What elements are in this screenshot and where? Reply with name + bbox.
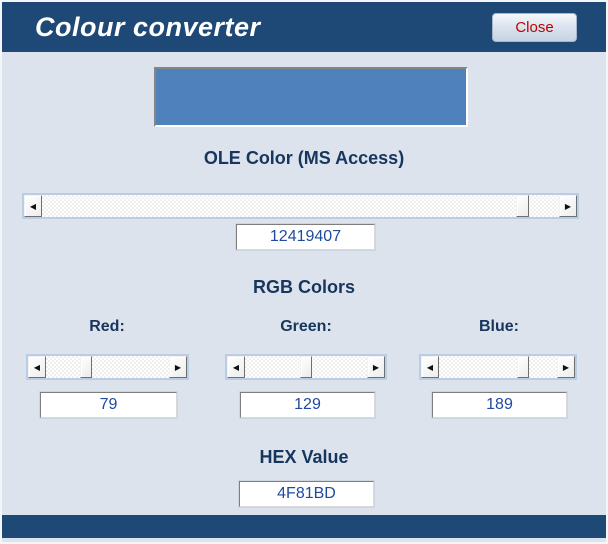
- blue-scrollbar-thumb[interactable]: [517, 356, 530, 378]
- scroll-right-arrow-icon[interactable]: ▶: [169, 356, 187, 378]
- scroll-right-arrow-icon[interactable]: ▶: [557, 356, 575, 378]
- scroll-left-arrow-icon[interactable]: ◀: [421, 356, 439, 378]
- green-scrollbar[interactable]: ◀ ▶: [225, 354, 387, 380]
- ole-color-scrollbar[interactable]: ◀ ▶: [22, 193, 579, 219]
- scroll-left-arrow-icon[interactable]: ◀: [227, 356, 245, 378]
- footer-bar: [2, 515, 606, 538]
- red-scrollbar[interactable]: ◀ ▶: [26, 354, 189, 380]
- title-bar: Colour converter Close: [2, 2, 606, 52]
- green-scrollbar-track[interactable]: [245, 356, 367, 378]
- green-scrollbar-thumb[interactable]: [300, 356, 312, 378]
- ole-scrollbar-thumb[interactable]: [515, 195, 529, 217]
- red-value-field[interactable]: 79: [40, 392, 177, 418]
- ole-scrollbar-track[interactable]: [42, 195, 559, 217]
- rgb-colors-label: RGB Colors: [252, 277, 355, 297]
- green-label: Green:: [280, 318, 332, 335]
- hex-value-field[interactable]: 4F81BD: [239, 481, 374, 507]
- ole-color-label: OLE Color (MS Access): [203, 148, 405, 168]
- scroll-left-arrow-icon[interactable]: ◀: [24, 195, 42, 217]
- red-scrollbar-thumb[interactable]: [80, 356, 93, 378]
- red-label: Red:: [89, 318, 125, 335]
- green-value-field[interactable]: 129: [240, 392, 375, 418]
- ole-value-field[interactable]: 12419407: [236, 224, 375, 250]
- red-scrollbar-track[interactable]: [46, 356, 169, 378]
- scroll-right-arrow-icon[interactable]: ▶: [367, 356, 385, 378]
- scroll-left-arrow-icon[interactable]: ◀: [28, 356, 46, 378]
- blue-label: Blue:: [479, 318, 519, 335]
- close-button[interactable]: Close: [492, 13, 577, 42]
- blue-value-field[interactable]: 189: [432, 392, 567, 418]
- blue-scrollbar-track[interactable]: [439, 356, 557, 378]
- hex-value-label: HEX Value: [259, 447, 349, 467]
- blue-scrollbar[interactable]: ◀ ▶: [419, 354, 577, 380]
- window-title: Colour converter: [35, 11, 261, 42]
- colour-swatch: [154, 67, 468, 127]
- scroll-right-arrow-icon[interactable]: ▶: [559, 195, 577, 217]
